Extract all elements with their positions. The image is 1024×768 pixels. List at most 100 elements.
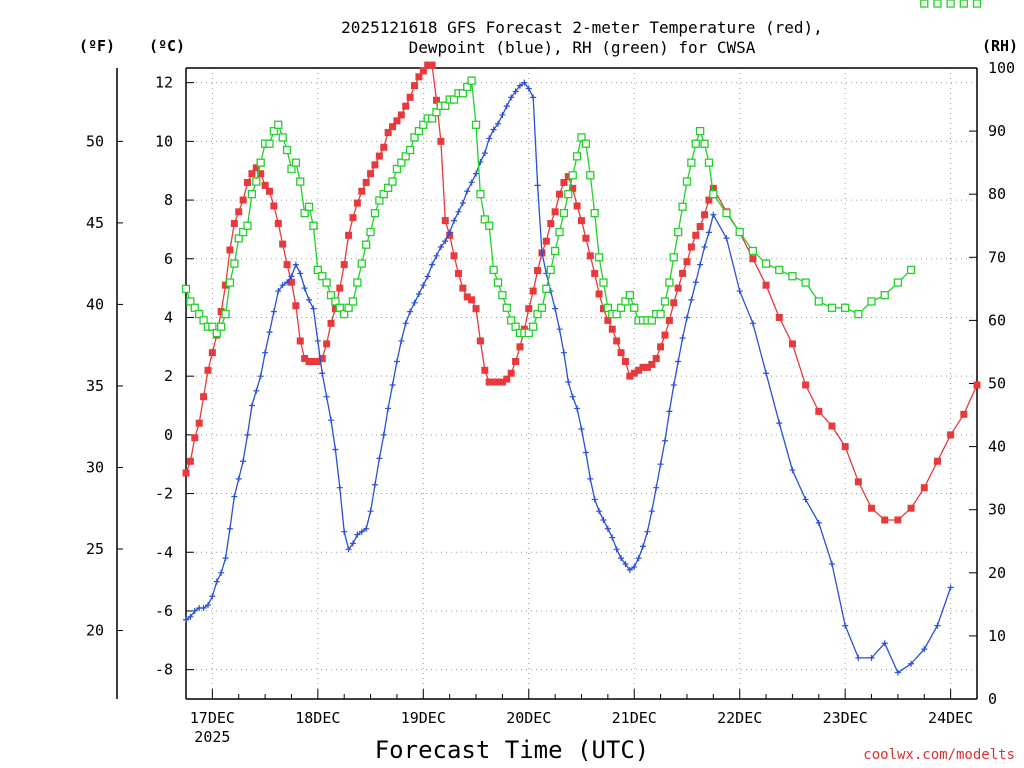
data-point (775, 313, 783, 321)
data-point (946, 0, 955, 8)
data-point (328, 417, 335, 424)
data-point (314, 337, 321, 344)
data-point (446, 229, 453, 236)
data-point (709, 190, 718, 199)
data-point (502, 303, 511, 312)
data-point (218, 569, 225, 576)
data-point (323, 393, 330, 400)
data-point (464, 188, 471, 195)
data-point (565, 379, 572, 386)
data-point (429, 261, 436, 268)
data-point (827, 303, 837, 312)
data-point (326, 291, 336, 300)
data-point (468, 296, 476, 304)
data-point (304, 202, 314, 211)
data-point (383, 183, 393, 193)
data-point (578, 217, 585, 225)
data-point (521, 79, 528, 86)
data-point (542, 237, 550, 245)
data-point (366, 227, 375, 237)
data-point (459, 284, 467, 292)
data-point (441, 217, 449, 225)
data-point (534, 182, 541, 189)
data-point (697, 261, 704, 268)
data-point (300, 208, 309, 218)
data-point (336, 284, 344, 292)
data-point (661, 331, 669, 339)
rh-tick-label: 10 (988, 627, 1006, 645)
data-point (376, 455, 383, 462)
data-point (432, 108, 441, 117)
data-point (388, 177, 397, 186)
data-point (318, 272, 327, 281)
data-point (661, 437, 668, 444)
data-point (705, 229, 712, 236)
data-point (600, 516, 607, 523)
data-point (679, 335, 686, 342)
data-point (591, 269, 599, 277)
data-point (331, 305, 339, 313)
data-point (187, 613, 194, 620)
data-point (363, 525, 370, 532)
data-point (683, 314, 690, 321)
data-point (542, 284, 551, 294)
data-point (674, 284, 682, 292)
data-point (594, 253, 604, 262)
data-point (411, 299, 418, 306)
data-point (248, 170, 256, 178)
data-point (761, 259, 771, 268)
data-point (269, 126, 279, 136)
data-point (921, 646, 928, 653)
data-point (291, 158, 301, 167)
data-point (240, 458, 247, 465)
data-point (669, 253, 678, 262)
data-point (618, 555, 625, 562)
rh-tick-label: 30 (988, 501, 1006, 519)
data-point (920, 0, 929, 8)
data-point (692, 231, 700, 239)
data-point (626, 566, 633, 573)
data-point (855, 654, 862, 661)
data-point (934, 622, 941, 629)
data-point (209, 593, 216, 600)
data-point (613, 337, 621, 345)
data-point (485, 221, 494, 230)
x-tick-label: 19DEC (401, 709, 446, 727)
data-point (252, 164, 260, 172)
data-point (375, 196, 384, 205)
data-point (722, 208, 731, 218)
data-point (972, 0, 982, 8)
data-point (405, 145, 415, 155)
data-point (257, 170, 265, 178)
data-point (367, 508, 374, 515)
data-point (687, 158, 696, 167)
data-point (705, 196, 713, 204)
data-point (648, 508, 655, 515)
data-point (893, 278, 903, 287)
data-point (560, 349, 567, 356)
data-point (604, 525, 611, 532)
data-point (310, 305, 317, 312)
series-temperature (182, 61, 981, 524)
data-point (675, 358, 682, 365)
celsius-tick-label: 10 (155, 132, 173, 150)
data-point (402, 320, 409, 327)
data-point (375, 152, 383, 160)
axes (116, 67, 978, 700)
data-point (313, 265, 322, 275)
data-point (349, 214, 357, 222)
data-point (468, 179, 475, 186)
data-point (555, 227, 564, 237)
data-point (622, 560, 629, 567)
data-point (353, 278, 362, 287)
data-point (415, 73, 423, 81)
data-point (283, 261, 291, 269)
data-point (341, 528, 348, 535)
data-point (230, 220, 238, 228)
data-point (587, 475, 594, 482)
data-point (959, 0, 968, 8)
data-point (397, 158, 406, 167)
data-point (183, 616, 189, 623)
series-line (185, 78, 912, 335)
data-point (239, 196, 247, 204)
